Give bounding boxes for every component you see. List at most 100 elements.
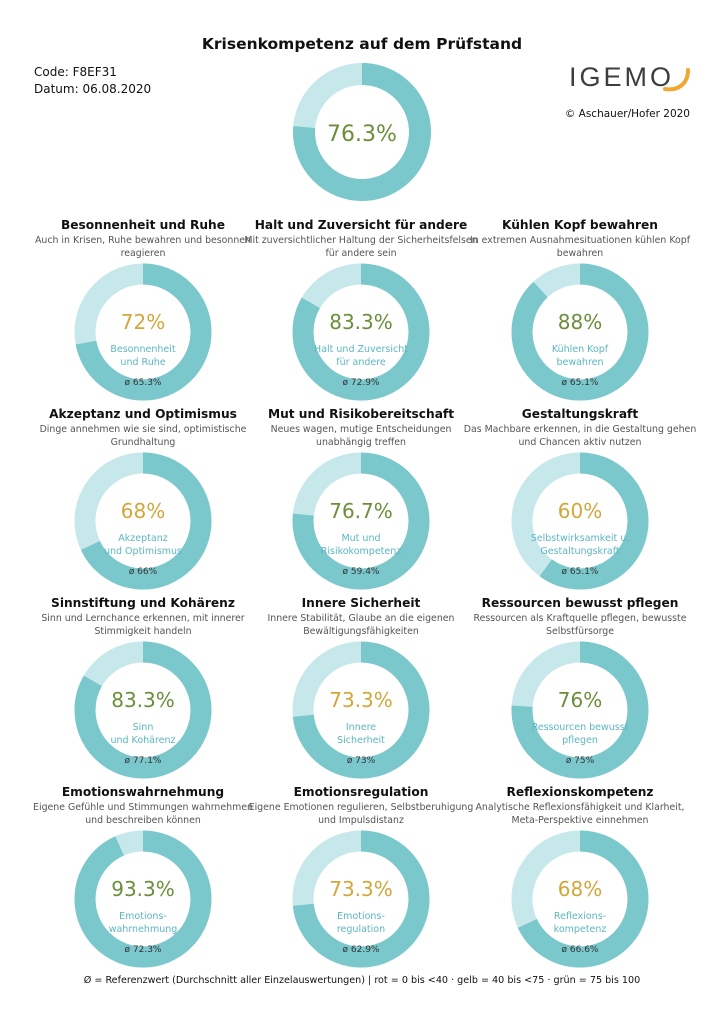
competency-inner-label: für andere	[336, 357, 386, 368]
competency-donut: 88% Kühlen Kopf bewahren ø 65.1%	[511, 263, 649, 401]
competency-card: Halt und Zuversicht für andere Mit zuvers…	[244, 218, 478, 408]
competency-arc	[511, 452, 649, 590]
competency-description: Analytische Reflexionsfähigkeit und Klar…	[463, 801, 697, 827]
competency-title: Halt und Zuversicht für andere	[254, 218, 468, 232]
competency-card: Emotionswahrnehmung Eigene Gefühle und St…	[33, 785, 253, 975]
competency-inner-label: bewahren	[556, 357, 603, 368]
competency-donut: 76.7% Mut und Risikokompetenz ø 59.4%	[292, 452, 430, 590]
competency-value: 88%	[558, 310, 602, 334]
competency-description: Dinge annehmen wie sie sind, optimistisc…	[26, 423, 260, 449]
description-line: Analytische Reflexionsfähigkeit und Klar…	[475, 802, 685, 813]
competency-value: 83.3%	[329, 310, 393, 334]
competency-donut: 68% Akzeptanz und Optimismus ø 66%	[74, 452, 212, 590]
competency-inner-label: Akzeptanz	[118, 533, 167, 544]
competency-inner-label: Emotions-	[119, 911, 167, 922]
competency-card: Kühlen Kopf bewahren In extremen Ausnahme…	[470, 218, 690, 408]
competency-title: Gestaltungskraft	[521, 407, 639, 421]
competency-description: Das Machbare erkennen, in die Gestaltung…	[463, 423, 697, 449]
description-line: Grundhaltung	[110, 437, 176, 448]
competency-value: 83.3%	[111, 688, 175, 712]
competency-arc	[292, 830, 430, 968]
competency-inner-label: und Kohärenz	[110, 735, 175, 746]
competency-reference: ø 77.1%	[125, 756, 162, 766]
competency-inner-label: Kühlen Kopf	[552, 344, 609, 355]
competency-donut: 76% Ressourcen bewusst pflegen ø 75%	[511, 641, 649, 779]
competency-value: 60%	[558, 499, 602, 523]
description-line: Bewältigungsfähigkeiten	[303, 626, 419, 637]
competency-card: Sinnstiftung und Kohärenz Sinn und Lernch…	[34, 596, 252, 786]
logo-arc-icon	[663, 68, 690, 92]
competency-inner-label: Mut und	[341, 533, 380, 544]
competency-title: Besonnenheit und Ruhe	[61, 218, 225, 232]
competency-title: Akzeptanz und Optimismus	[49, 407, 237, 421]
competency-inner-label: Sicherheit	[337, 735, 385, 746]
description-line: Selbstfürsorge	[546, 626, 614, 637]
competency-donut: 72% Besonnenheit und Ruhe ø 65.3%	[74, 263, 212, 401]
competency-value: 73.3%	[329, 877, 393, 901]
competency-reference: ø 65.1%	[562, 378, 599, 388]
competency-inner-label: und Ruhe	[120, 357, 165, 368]
competency-donut: 60% Selbstwirksamkeit u. Gestaltungskraft ø…	[511, 452, 649, 590]
competency-card: Ressourcen bewusst pflegen Ressourcen als…	[471, 596, 689, 786]
competency-inner-label: und Optimismus	[104, 546, 182, 557]
competency-reference: ø 75%	[566, 756, 595, 766]
description-line: Stimmigkeit handeln	[94, 626, 192, 637]
competency-arc	[511, 641, 649, 779]
competency-donut: 68% Reflexions-kompetenz ø 66.6%	[511, 830, 649, 968]
competency-value: 93.3%	[111, 877, 175, 901]
competency-inner-label: Halt und Zuversicht	[314, 344, 408, 355]
competency-arc	[74, 830, 212, 968]
description-line: Mit zuversichtlicher Haltung der Sicherh…	[244, 235, 478, 246]
competency-card: Gestaltungskraft Das Machbare erkennen, i…	[464, 407, 696, 597]
description-line: unabhängig treffen	[316, 437, 406, 448]
competency-donut: 93.3% Emotions-wahrnehmung ø 72.3%	[74, 830, 212, 968]
competency-value: 76%	[558, 688, 602, 712]
competency-reference: ø 65.1%	[562, 567, 599, 577]
description-line: Auch in Krisen, Ruhe bewahren und besonn…	[35, 235, 251, 246]
competency-reference: ø 73%	[347, 756, 376, 766]
overall-donut: 76.3%	[293, 63, 431, 201]
competency-reference: ø 62.9%	[343, 945, 380, 955]
description-line: Sinn und Lernchance erkennen, mit innere…	[41, 613, 245, 624]
overall-arc	[293, 63, 431, 201]
competency-title: Emotionsregulation	[293, 785, 429, 799]
competency-inner-label: pflegen	[562, 735, 598, 746]
competency-description: Auch in Krisen, Ruhe bewahren und besonn…	[26, 234, 260, 260]
competency-donut: 83.3% Sinn und Kohärenz ø 77.1%	[74, 641, 212, 779]
competency-arc	[292, 263, 430, 401]
description-line: bewahren	[556, 248, 604, 259]
competency-inner-label: Innere	[346, 722, 376, 733]
competency-title: Reflexionskompetenz	[506, 785, 654, 799]
competency-title: Mut und Risikobereitschaft	[267, 407, 455, 421]
competency-reference: ø 59.4%	[343, 567, 380, 577]
competency-donut: 73.3% Innere Sicherheit ø 73%	[292, 641, 430, 779]
competency-value: 73.3%	[329, 688, 393, 712]
competency-reference: ø 72.9%	[343, 378, 380, 388]
competency-reference: ø 66%	[129, 567, 158, 577]
description-line: Ressourcen als Kraftquelle pflegen, bewu…	[473, 613, 687, 624]
competency-description: Eigene Gefühle und Stimmungen wahrnehmen…	[26, 801, 260, 827]
competency-arc	[511, 830, 649, 968]
description-line: Das Machbare erkennen, in die Gestaltung…	[463, 424, 697, 435]
code-label: Code: F8EF31	[34, 65, 117, 79]
description-line: für andere sein	[325, 248, 397, 259]
description-line: Dinge annehmen wie sie sind, optimistisc…	[39, 424, 247, 435]
description-line: In extremen Ausnahmesituationen kühlen K…	[469, 235, 690, 246]
description-line: und Chancen aktiv nutzen	[518, 437, 642, 448]
date-label: Datum: 06.08.2020	[34, 82, 152, 96]
competency-inner-label: Gestaltungskraft	[540, 546, 619, 557]
competency-inner-label: Selbstwirksamkeit u.	[531, 533, 630, 544]
competency-inner-label: Reflexions-	[554, 911, 606, 922]
competency-card: Emotionsregulation Eigene Emotionen regul…	[249, 785, 473, 975]
competency-arc	[292, 641, 430, 779]
competency-arc	[74, 452, 212, 590]
competency-description: Eigene Emotionen regulieren, Selbstberuh…	[244, 801, 478, 827]
competency-card: Mut und Risikobereitschaft Neues wagen, m…	[252, 407, 470, 597]
description-line: und beschreiben können	[85, 815, 201, 826]
description-line: Innere Stabilität, Glaube an die eigenen	[267, 613, 455, 624]
page-title: Krisenkompetenz auf dem Prüfstand	[201, 35, 523, 53]
competency-title: Kühlen Kopf bewahren	[502, 218, 658, 232]
competency-inner-label: Besonnenheit	[110, 344, 176, 355]
competency-inner-label: Ressourcen bewusst	[532, 722, 629, 733]
copyright: © Aschauer/Hofer 2020	[564, 108, 690, 120]
